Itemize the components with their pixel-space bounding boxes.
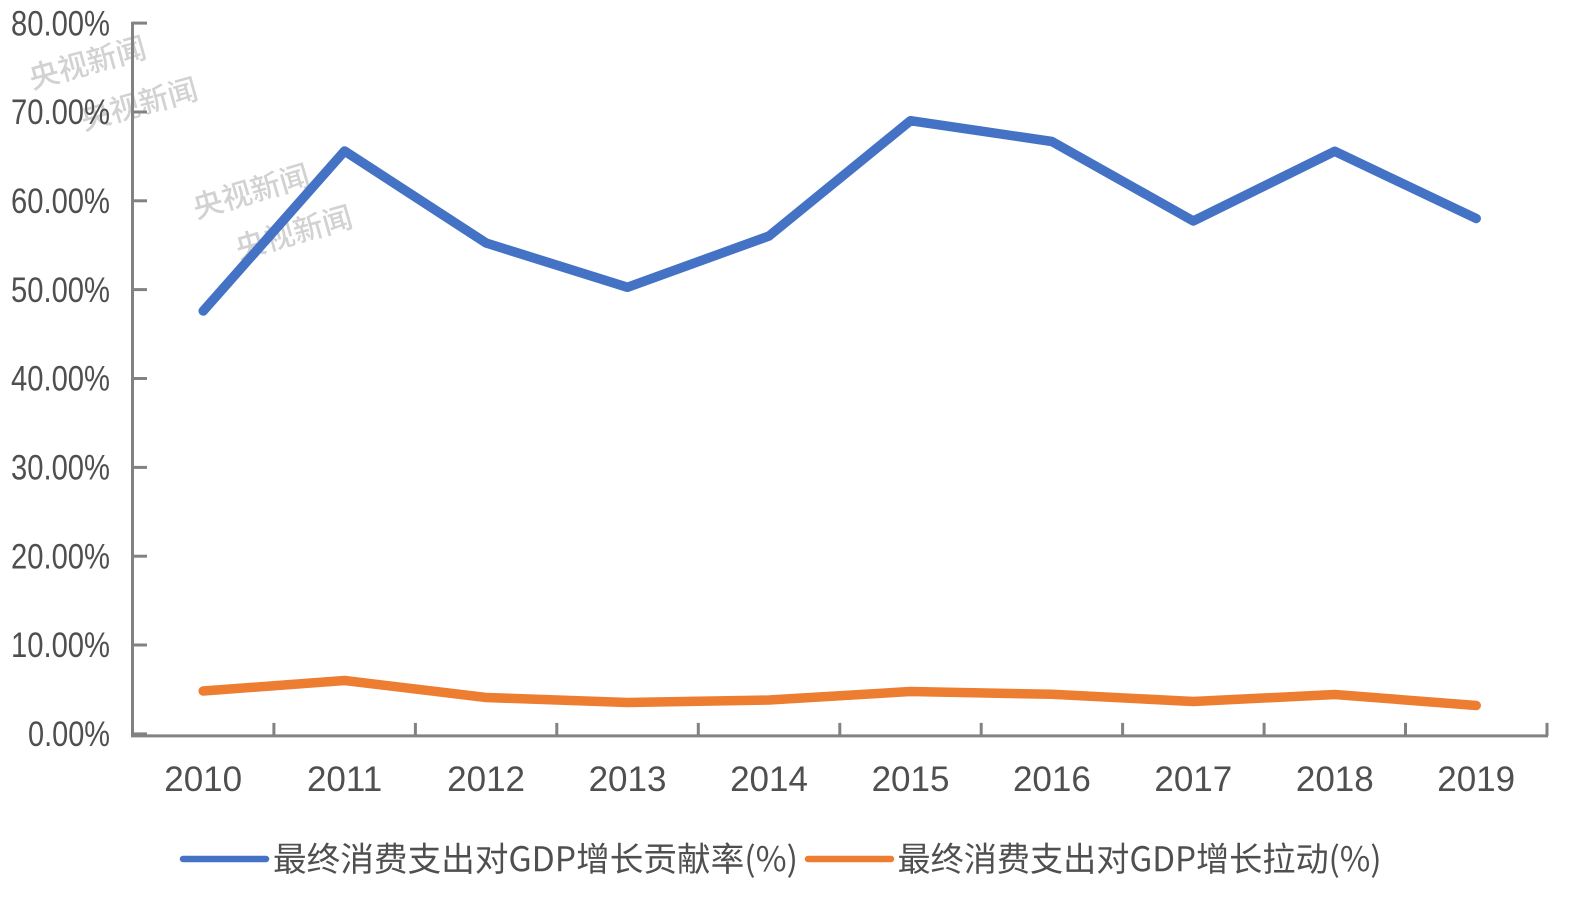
svg-text:2015: 2015 [872, 760, 950, 799]
svg-text:2017: 2017 [1154, 760, 1232, 799]
svg-text:70.00%: 70.00% [11, 93, 110, 132]
svg-text:2013: 2013 [589, 760, 667, 799]
svg-text:2012: 2012 [447, 760, 525, 799]
svg-text:30.00%: 30.00% [11, 449, 110, 488]
svg-text:40.00%: 40.00% [11, 360, 110, 399]
svg-text:2019: 2019 [1437, 760, 1515, 799]
svg-text:2018: 2018 [1296, 760, 1374, 799]
svg-text:2010: 2010 [164, 760, 242, 799]
svg-text:20.00%: 20.00% [11, 537, 110, 576]
svg-text:2014: 2014 [730, 760, 808, 799]
svg-text:0.00%: 0.00% [28, 715, 110, 754]
svg-text:60.00%: 60.00% [11, 182, 110, 221]
svg-text:10.00%: 10.00% [11, 626, 110, 665]
svg-text:50.00%: 50.00% [11, 271, 110, 310]
svg-text:2011: 2011 [307, 760, 382, 799]
svg-text:2016: 2016 [1013, 760, 1091, 799]
svg-text:80.00%: 80.00% [11, 4, 110, 43]
